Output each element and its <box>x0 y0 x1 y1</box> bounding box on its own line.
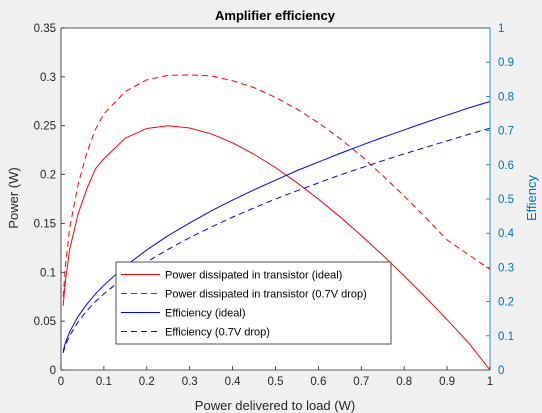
legend-label-2: Power dissipated in transistor (0.7V dro… <box>165 289 367 301</box>
y-tick-label-right: 0.5 <box>498 194 514 206</box>
y-tick-label-right: 0.3 <box>498 262 514 274</box>
y-tick-label-left: 0.2 <box>40 170 56 182</box>
series-layer <box>62 74 491 371</box>
y-tick-label-right: 0.7 <box>498 126 514 138</box>
y-tick-label-left: 0.25 <box>34 121 56 133</box>
y-tick-label-right: 0.2 <box>498 297 514 309</box>
y-tick-label-right: 1 <box>498 23 504 35</box>
x-tick-label: 0.5 <box>268 376 284 388</box>
y-tick-label-left: 0.05 <box>34 316 56 328</box>
y-tick-label-left: 0.15 <box>34 218 56 230</box>
y-tick-label-right: 0.8 <box>498 91 514 103</box>
x-tick-label: 0.4 <box>225 376 242 388</box>
x-tick-label: 0.9 <box>439 376 455 388</box>
y-axis-label-left: Power (W) <box>6 167 21 228</box>
x-tick-label: 0 <box>58 376 64 388</box>
chart-title: Amplifier efficiency <box>215 8 336 23</box>
series-line-2 <box>62 74 491 297</box>
y-tick-label-left: 0.3 <box>40 72 56 84</box>
y-axis-label-right: Effiency <box>524 175 539 222</box>
x-tick-label: 0.8 <box>396 376 412 388</box>
x-tick-label: 0.2 <box>139 376 155 388</box>
y-tick-label-right: 0 <box>498 365 504 377</box>
axes-layer: 0 0.1 0.2 0.3 0.4 0.5 0.6 0.7 0.8 0.9 100.050.10.1… <box>34 23 515 388</box>
x-tick-label: 0.7 <box>353 376 369 388</box>
y-tick-label-left: 0 <box>50 365 56 377</box>
y-tick-label-left: 0.35 <box>34 23 56 35</box>
x-tick-label: 0.1 <box>96 376 112 388</box>
y-tick-label-left: 0.1 <box>40 267 56 279</box>
y-tick-label-right: 0.1 <box>498 331 514 343</box>
y-tick-label-right: 0.9 <box>498 57 514 69</box>
x-tick-label: 0.6 <box>310 376 326 388</box>
x-tick-label: 0.3 <box>182 376 198 388</box>
legend-label-3: Efficiency (ideal) <box>165 308 246 320</box>
legend: Power dissipated in transistor (ideal) Po… <box>115 261 392 345</box>
y-tick-label-right: 0.4 <box>498 228 515 240</box>
legend-label-4: Efficiency (0.7V drop) <box>165 327 270 339</box>
x-axis-label: Power delivered to load (W) <box>195 398 355 413</box>
x-tick-label: 1 <box>487 376 493 388</box>
legend-box <box>115 261 392 345</box>
y-tick-label-right: 0.6 <box>498 160 514 172</box>
series-line-4 <box>62 127 491 354</box>
series-line-1 <box>62 125 491 371</box>
legend-label-1: Power dissipated in transistor (ideal) <box>165 270 342 282</box>
series-line-3 <box>62 101 491 352</box>
